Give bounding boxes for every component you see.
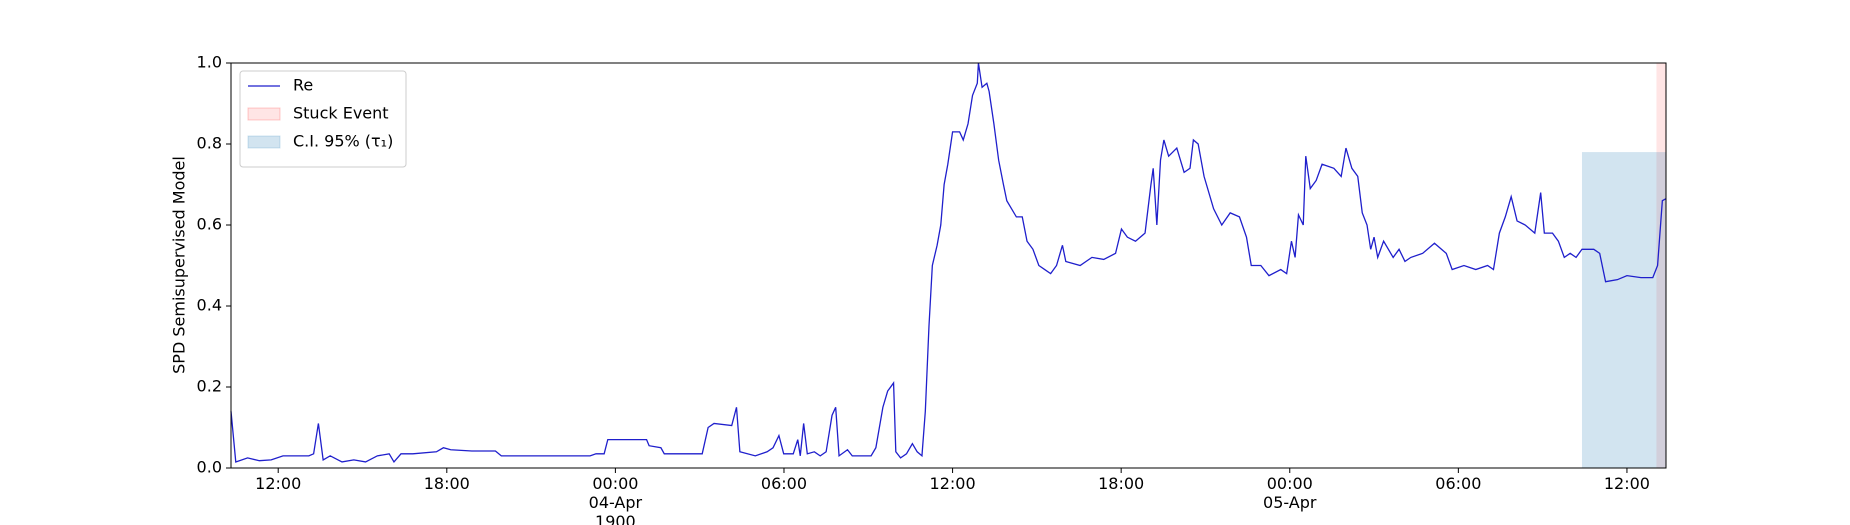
x-tick-label: 06:00 xyxy=(1435,474,1481,493)
y-axis-label: SPD Semisupervised Model xyxy=(170,156,189,374)
y-tick-label: 0.4 xyxy=(197,296,222,315)
x-tick-label: 12:00 xyxy=(1604,474,1650,493)
legend-patch xyxy=(247,107,281,121)
data-line xyxy=(230,62,1667,464)
y-tick-label: 1.0 xyxy=(197,53,222,72)
legend-label: Re xyxy=(293,76,313,95)
y-tick-label: 0.0 xyxy=(197,458,222,477)
y-tick-label: 0.2 xyxy=(197,377,222,396)
legend-label: Stuck Event xyxy=(293,104,389,123)
x-tick-label: 18:00 xyxy=(1098,474,1144,493)
x-tick-label: 00:00 04-Apr 1900 xyxy=(589,474,643,525)
y-tick-label: 0.8 xyxy=(197,134,222,153)
legend-patch xyxy=(247,135,281,149)
x-tick-label: 18:00 xyxy=(424,474,470,493)
span xyxy=(1581,152,1666,468)
x-tick-label: 12:00 xyxy=(255,474,301,493)
x-tick-label: 12:00 xyxy=(930,474,976,493)
x-tick-label: 06:00 xyxy=(761,474,807,493)
x-tick-label: 00:00 05-Apr xyxy=(1263,474,1317,512)
legend-label: C.I. 95% (τ₁) xyxy=(293,132,393,151)
plot-frame xyxy=(230,62,1667,469)
span xyxy=(1656,63,1666,468)
y-tick-label: 0.6 xyxy=(197,215,222,234)
legend-box xyxy=(239,70,407,168)
